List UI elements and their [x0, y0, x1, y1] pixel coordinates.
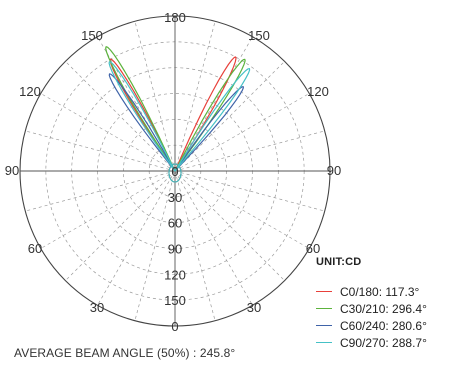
grid-spoke	[40, 170, 176, 249]
legend-name-c0: C0/180:	[340, 284, 383, 299]
legend-name-c30: C30/210:	[340, 301, 389, 316]
legend-swatch-c0	[316, 291, 332, 292]
legend-value-c90: 288.7°	[392, 335, 427, 350]
legend-swatch-c30	[316, 308, 332, 309]
series-lobe	[108, 61, 176, 172]
series-lobe	[109, 58, 176, 172]
average-beam-angle: AVERAGE BEAM ANGLE (50%) : 245.8°	[14, 346, 236, 360]
angle-label: 150	[81, 28, 103, 43]
grid-spoke	[97, 170, 176, 306]
legend-item-c30: C30/210: 296.4°	[316, 300, 456, 317]
grid-spoke	[174, 130, 325, 172]
radial-label: 0	[171, 164, 178, 179]
grid-spoke	[65, 61, 176, 172]
legend-item-c90: C90/270: 288.7°	[316, 334, 456, 351]
grid-spoke	[134, 21, 176, 172]
grid-spoke	[134, 170, 176, 321]
angle-label: 60	[306, 241, 320, 256]
legend-name-c60: C60/240:	[340, 318, 389, 333]
angle-label: 120	[19, 84, 41, 99]
radial-label: 30	[168, 190, 182, 205]
grid-spoke	[174, 36, 253, 172]
angle-label: 90	[327, 163, 341, 178]
series-core	[168, 163, 182, 183]
grid-spoke	[174, 170, 216, 321]
legend-item-c60: C60/240: 280.6°	[316, 317, 456, 334]
polar-labels: 180 150 150 120 120 90 90 60 60 30 30 0 0 30 60 90 120 15…	[5, 10, 341, 334]
series-lobe	[174, 86, 244, 172]
series-lobe	[108, 73, 176, 172]
legend-swatch-c90	[316, 342, 332, 343]
angle-label: 180	[164, 10, 186, 25]
grid-spoke	[174, 61, 285, 172]
grid-spoke	[25, 130, 176, 172]
radial-label: 60	[168, 216, 182, 231]
angle-label: 30	[90, 300, 104, 315]
grid-spoke	[174, 21, 216, 172]
grid-spoke	[174, 170, 325, 212]
series-lobe	[174, 68, 251, 172]
angle-label: 90	[5, 163, 19, 178]
grid-spoke	[25, 170, 176, 212]
grid-spoke	[65, 170, 176, 281]
unit-label: UNIT:CD	[316, 256, 362, 268]
angle-label: 60	[28, 241, 42, 256]
legend-name-c90: C90/270:	[340, 335, 389, 350]
grid-spoke	[174, 170, 310, 249]
series-3	[108, 61, 251, 183]
legend-value-c60: 280.6°	[392, 318, 427, 333]
polar-series	[105, 46, 251, 183]
series-lobe	[174, 58, 246, 172]
radial-label: 120	[164, 267, 186, 282]
radial-label: 90	[168, 242, 182, 257]
angle-label: 0	[171, 319, 178, 334]
angle-label: 30	[247, 300, 261, 315]
grid-spoke	[174, 170, 253, 306]
legend-value-c0: 117.3°	[385, 284, 420, 299]
legend-value-c30: 296.4°	[392, 301, 427, 316]
series-lobe	[105, 46, 176, 172]
angle-label: 120	[307, 84, 329, 99]
legend-swatch-c60	[316, 325, 332, 326]
grid-spoke	[174, 170, 285, 281]
legend-item-c0: C0/180: 117.3°	[316, 283, 456, 300]
angle-label: 150	[248, 28, 270, 43]
radial-label: 150	[164, 293, 186, 308]
legend: UNIT:CD C0/180: 117.3° C30/210: 296.4° C…	[316, 256, 456, 351]
polar-grid	[19, 15, 331, 327]
grid-spoke	[40, 93, 176, 172]
grid-spoke	[174, 93, 310, 172]
series-lobe	[174, 56, 237, 172]
